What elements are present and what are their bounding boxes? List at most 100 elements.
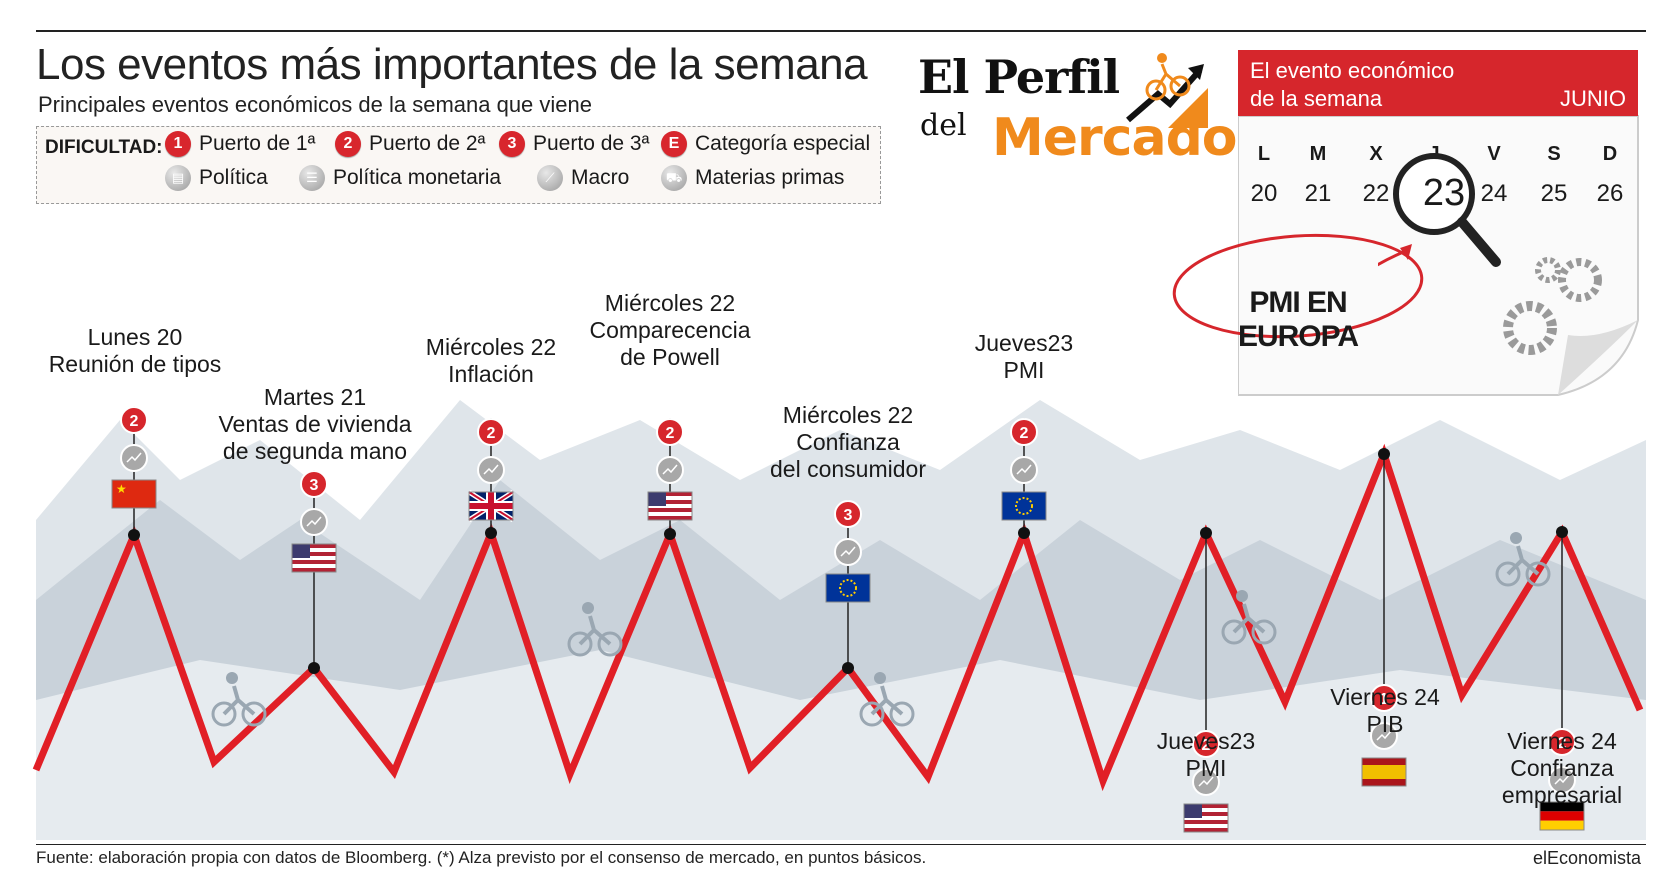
difficulty-number: 2 — [666, 425, 675, 442]
event-line: del consumidor — [770, 456, 926, 482]
day-number: 24 — [1480, 180, 1508, 207]
event-line: Miércoles 22 — [782, 402, 914, 428]
category-glyph — [662, 464, 678, 475]
calendar-page — [1238, 115, 1639, 396]
logo-line2b: Mercado — [992, 108, 1238, 168]
legend-item-3: 3 Puerto de 3ª — [499, 131, 649, 157]
difficulty-1-icon: 1 — [165, 131, 191, 157]
category-glyph — [1554, 774, 1570, 785]
legend-box: DIFICULTAD: 1 Puerto de 1ª 2 Puerto de 2… — [36, 126, 881, 204]
calendar-title-line1: El evento económico — [1250, 58, 1455, 83]
event-line: PIB — [1366, 711, 1404, 737]
difficulty-e-icon: E — [661, 131, 687, 157]
event-label-3: Miércoles 22 Inflación — [406, 334, 576, 388]
event-line: Miércoles 22 — [604, 290, 736, 316]
difficulty-badge — [1548, 728, 1576, 756]
difficulty-number: 2 — [1020, 425, 1029, 442]
germany-flag-icon — [1539, 801, 1585, 831]
difficulty-number: 1 — [1380, 691, 1389, 708]
event-line: Viernes 24 — [1330, 684, 1440, 710]
event-line: Lunes 20 — [87, 324, 183, 350]
difficulty-number: 2 — [1202, 737, 1211, 754]
top-rule — [36, 30, 1646, 32]
difficulty-badge — [834, 500, 862, 528]
legend-label: Política monetaria — [333, 166, 502, 189]
politics-icon: ▤ — [165, 165, 191, 191]
route-point — [842, 662, 854, 674]
day-header: M — [1309, 143, 1327, 165]
day-number: 26 — [1596, 180, 1624, 207]
event-line: Viernes 24 — [1507, 728, 1617, 754]
difficulty-2-icon: 2 — [335, 131, 361, 157]
calendar-month: JUNIO — [1560, 86, 1626, 111]
category-glyph — [1016, 464, 1032, 475]
logo: El Perfil del Mercado — [918, 50, 1238, 180]
gears-icon — [1503, 257, 1602, 355]
event-label-6: Jueves23 PMI — [964, 330, 1084, 384]
difficulty-badge — [1370, 684, 1398, 712]
bottom-rule — [36, 844, 1646, 845]
event-line: de Powell — [620, 344, 720, 370]
event-line: Confianza — [796, 429, 900, 455]
category-glyph — [483, 464, 499, 475]
category-glyph — [306, 516, 322, 527]
difficulty-badge — [300, 470, 328, 498]
cyclist-icon — [567, 602, 623, 657]
event-ellipse — [1172, 233, 1424, 339]
event-highlight-line1: PMI EN — [1249, 286, 1347, 319]
calendar-banner: El evento económico de la semana JUNIO — [1238, 50, 1638, 116]
monetary-policy-icon: ☰ — [299, 165, 325, 191]
cyclist-chart-icon — [1126, 53, 1208, 128]
day-number: 21 — [1304, 180, 1332, 207]
logo-line1: El Perfil — [918, 50, 1120, 104]
route-point — [1200, 527, 1212, 539]
category-glyph — [1198, 776, 1214, 787]
category-glyph — [1376, 730, 1392, 741]
logo-line2a: del — [920, 108, 967, 143]
event-line: Ventas de vivienda — [218, 411, 412, 437]
legend-label: Puerto de 3ª — [533, 132, 650, 155]
event-label-8: Viernes 24 PIB — [1320, 684, 1450, 738]
macro-icon: ⟋ — [537, 165, 563, 191]
eu-flag-icon — [825, 573, 871, 603]
day-number: 22 — [1362, 180, 1390, 207]
day-header: L — [1257, 143, 1271, 165]
difficulty-badge — [656, 418, 684, 446]
route-point — [664, 528, 676, 540]
route-point — [485, 527, 497, 539]
cyclist-icon — [211, 672, 267, 727]
eu-flag-icon — [1001, 491, 1047, 521]
difficulty-badge — [1192, 730, 1220, 758]
legend-title: DIFICULTAD: — [45, 137, 163, 158]
route-point — [308, 662, 320, 674]
event-line: empresarial — [1501, 782, 1623, 808]
difficulty-badge — [120, 406, 148, 434]
event-highlight-line2: EUROPA — [1237, 320, 1359, 353]
event-calendar: El evento económico de la semana JUNIO L… — [1172, 50, 1640, 400]
event-line: Jueves23 — [1156, 728, 1256, 754]
route-point — [1556, 526, 1568, 538]
difficulty-number: 2 — [487, 425, 496, 442]
event-label-4: Miércoles 22 Comparecencia de Powell — [580, 290, 760, 371]
usa-flag-icon — [647, 491, 693, 521]
magnifier-icon — [1378, 153, 1501, 267]
event-line: Inflación — [448, 361, 534, 387]
event-line: Reunión de tipos — [48, 351, 222, 377]
route-point — [1018, 527, 1030, 539]
difficulty-number: 3 — [310, 477, 319, 494]
category-glyph — [840, 546, 856, 557]
brand-name: elEconomista — [1532, 848, 1641, 868]
day-header: V — [1487, 143, 1501, 165]
event-label-2: Martes 21 Ventas de vivienda de segunda … — [210, 384, 420, 465]
day-number: 25 — [1540, 180, 1568, 207]
legend-label: Política — [199, 166, 268, 189]
difficulty-number: 3 — [844, 507, 853, 524]
legend-label: Puerto de 1ª — [199, 132, 316, 155]
difficulty-number: 2 — [1558, 735, 1567, 752]
event-line: Comparecencia — [589, 317, 751, 343]
svg-text:★: ★ — [116, 482, 127, 496]
event-line: Jueves23 — [974, 330, 1074, 356]
legend-item-1: 1 Puerto de 1ª — [165, 131, 315, 157]
difficulty-number: 2 — [130, 413, 139, 430]
